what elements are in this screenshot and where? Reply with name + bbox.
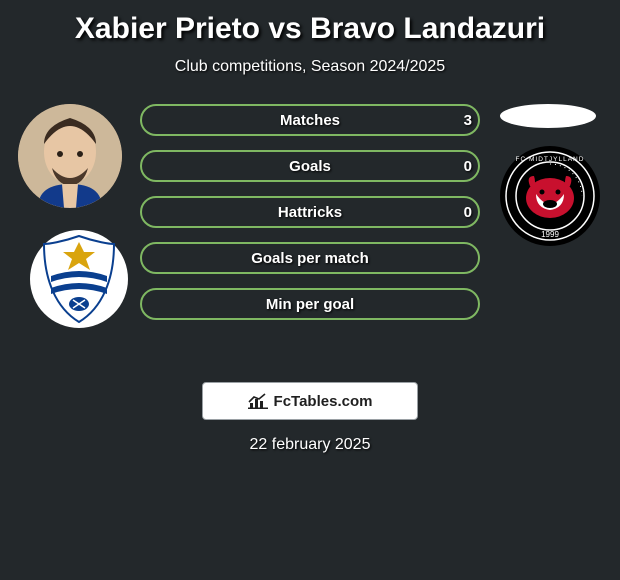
- chart-icon: [248, 393, 268, 409]
- club-left-badge: [30, 230, 128, 328]
- player-right-avatar: [500, 104, 596, 128]
- main-row: Matches 3 Goals 0 Hattricks 0 Goals per …: [10, 104, 610, 364]
- stat-row-mpg: Min per goal: [140, 288, 480, 320]
- stat-label: Matches: [280, 112, 340, 129]
- stat-row-goals: Goals 0: [140, 150, 480, 182]
- club-right-badge: FC MIDTJYLLAND 1999: [500, 146, 600, 246]
- player-left-avatar: [18, 104, 122, 208]
- stat-left-value: 3: [464, 112, 472, 129]
- stat-row-hattricks: Hattricks 0: [140, 196, 480, 228]
- stat-label: Goals: [289, 158, 331, 175]
- season-subtitle: Club competitions, Season 2024/2025: [175, 58, 445, 76]
- stats-column: Matches 3 Goals 0 Hattricks 0 Goals per …: [130, 104, 490, 320]
- date-text: 22 february 2025: [250, 436, 371, 454]
- stat-left-value: 0: [464, 158, 472, 175]
- svg-text:FC MIDTJYLLAND: FC MIDTJYLLAND: [516, 156, 585, 163]
- comparison-card: Xabier Prieto vs Bravo Landazuri Club co…: [0, 0, 620, 454]
- stat-label: Min per goal: [266, 296, 354, 313]
- stat-row-gpm: Goals per match: [140, 242, 480, 274]
- svg-text:1999: 1999: [541, 230, 559, 239]
- page-title: Xabier Prieto vs Bravo Landazuri: [75, 12, 545, 46]
- right-player-column: FC MIDTJYLLAND 1999: [490, 104, 610, 364]
- watermark-box: FcTables.com: [202, 382, 418, 420]
- left-player-column: [10, 104, 130, 364]
- stat-row-matches: Matches 3: [140, 104, 480, 136]
- stat-label: Goals per match: [251, 250, 369, 267]
- watermark-text: FcTables.com: [274, 393, 373, 410]
- stat-label: Hattricks: [278, 204, 342, 221]
- stat-left-value: 0: [464, 204, 472, 221]
